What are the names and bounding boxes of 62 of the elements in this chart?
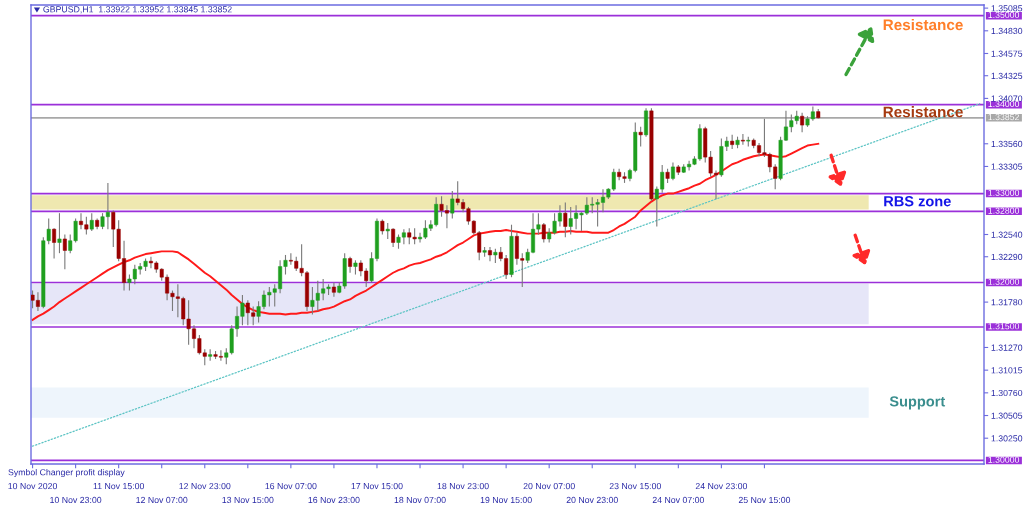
band-label: RBS zone (884, 196, 951, 207)
x-tick-label: 18 Nov 07:00 (394, 496, 446, 504)
ref-line-label: 1.34000 (988, 100, 1020, 107)
y-tick-label: 1.30505 (991, 412, 1023, 419)
ref-line-label: 1.35000 (988, 11, 1020, 19)
candlestick (62, 233, 67, 270)
x-tick-label: 19 Nov 15:00 (480, 496, 532, 504)
candlestick (35, 291, 40, 312)
y-tick-label: 1.30760 (991, 389, 1023, 397)
candlestick (450, 190, 455, 220)
y-tick-label: 1.35085 (991, 5, 1023, 12)
y-tick-label: 1.33560 (991, 140, 1023, 148)
x-tick-label: 18 Nov 23:00 (437, 482, 489, 490)
ref-line-label: 1.31500 (988, 323, 1020, 330)
chart-title: GBPUSD,H1 1.33922 1.33952 1.33845 1.33852 (43, 6, 232, 14)
x-tick-label: 10 Nov 2020 (8, 482, 58, 490)
x-tick-label: 11 Nov 15:00 (93, 482, 145, 490)
candlestick (730, 134, 735, 150)
x-tick-label: 20 Nov 23:00 (566, 496, 618, 504)
candlestick (52, 227, 57, 260)
x-tick-label: 23 Nov 15:00 (609, 482, 661, 490)
x-tick-label: 10 Nov 23:00 (50, 496, 102, 504)
x-tick-label: 17 Nov 15:00 (351, 482, 403, 490)
candlestick (800, 112, 805, 133)
candlestick (563, 201, 568, 238)
annotation: Resistance (883, 18, 963, 31)
y-tick-label: 1.31780 (991, 299, 1023, 306)
annotation: Resistance (883, 106, 963, 118)
candlestick (638, 126, 643, 147)
y-tick-label: 1.32290 (991, 253, 1023, 260)
candlestick (740, 133, 745, 146)
ref-line-label: 1.32000 (988, 278, 1020, 285)
x-tick-label: 12 Nov 07:00 (136, 496, 188, 504)
x-tick-label: 24 Nov 07:00 (652, 496, 705, 504)
candlestick (208, 348, 213, 362)
line-series (31, 142, 820, 321)
y-tick-label: 1.34070 (991, 95, 1023, 102)
candlestick (57, 212, 62, 254)
y-tick-label: 1.34575 (991, 50, 1023, 57)
y-tick-label: 1.30250 (991, 435, 1023, 442)
x-tick-label: 12 Nov 23:00 (179, 482, 231, 490)
x-tick-label: 20 Nov 07:00 (523, 482, 575, 490)
band-label: Support (889, 396, 946, 410)
candlestick (541, 222, 546, 244)
y-tick-label: 1.34830 (991, 27, 1023, 35)
ref-line-label: 1.32800 (988, 207, 1020, 214)
text: Symbol Changer profit display (8, 468, 125, 478)
x-tick-label: 25 Nov 15:00 (738, 496, 791, 504)
x-tick-label: 16 Nov 07:00 (265, 482, 317, 490)
y-tick-label: 1.31015 (991, 367, 1023, 374)
y-tick-label: 1.33305 (991, 163, 1023, 170)
x-tick-label: 16 Nov 23:00 (308, 496, 360, 504)
y-tick-label: 1.32540 (991, 231, 1023, 238)
ref-line-label: 1.33000 (988, 189, 1020, 196)
candlestick (488, 246, 492, 262)
y-tick-label: 1.34325 (991, 72, 1023, 79)
ref-line-label: 1.30000 (988, 456, 1020, 463)
x-tick-label: 24 Nov 23:00 (695, 482, 748, 490)
ref-line-label: 1.33852 (988, 113, 1019, 121)
candlestick (391, 227, 396, 248)
y-tick-label: 1.31270 (991, 344, 1023, 351)
x-tick-label: 13 Nov 15:00 (222, 496, 274, 504)
